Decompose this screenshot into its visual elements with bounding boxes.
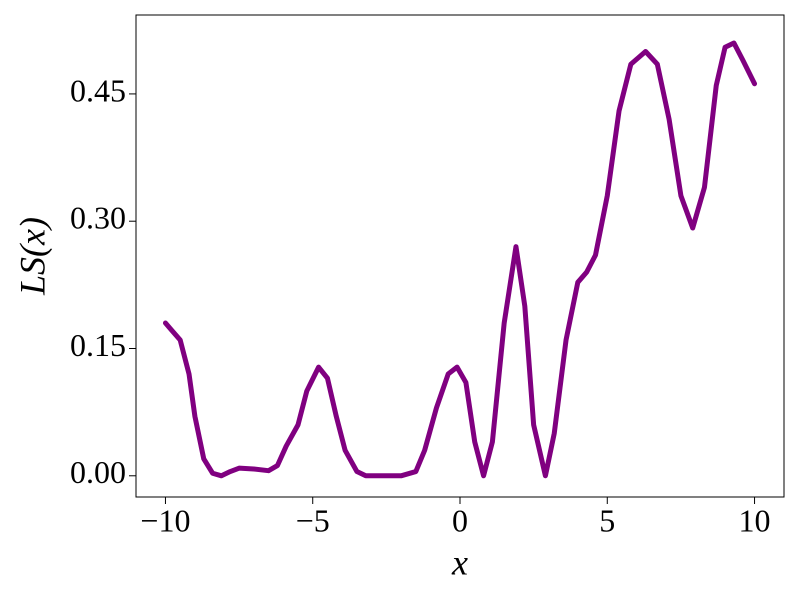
y-tick-label: 0.45 xyxy=(70,72,126,108)
x-tick-label: 0 xyxy=(452,502,468,538)
x-tick-label: 10 xyxy=(739,502,771,538)
y-axis-label: LS(x) xyxy=(12,217,52,296)
data-line xyxy=(162,40,758,479)
x-axis-label: x xyxy=(451,542,468,582)
y-tick-label: 0.00 xyxy=(70,454,126,490)
y-tick-label: 0.30 xyxy=(70,200,126,236)
plot-frame xyxy=(135,14,785,498)
x-tick-label: −5 xyxy=(296,502,330,538)
x-tick-label: 5 xyxy=(599,502,615,538)
y-tick-label: 0.15 xyxy=(70,327,126,363)
x-tick-label: −10 xyxy=(140,502,190,538)
